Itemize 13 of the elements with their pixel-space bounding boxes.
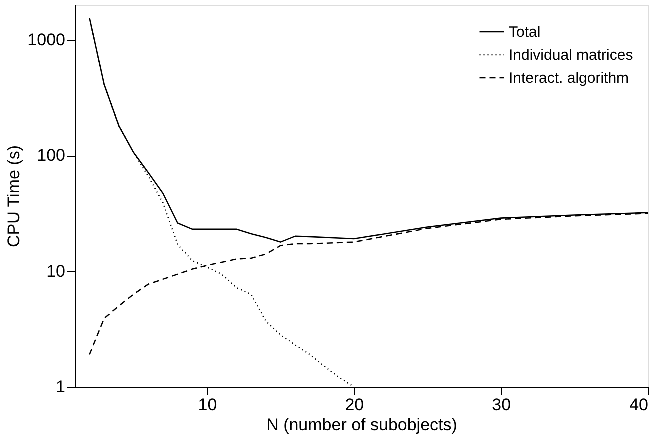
x-tick-label: 30 xyxy=(492,396,512,414)
x-axis-title: N (number of subobjects) xyxy=(266,416,458,434)
y-tick-label: 100 xyxy=(37,146,66,166)
x-tick-label: 20 xyxy=(345,396,364,414)
legend-label: Individual matrices xyxy=(509,47,634,64)
y-tick-label: 1000 xyxy=(28,30,66,50)
y-axis-title: CPU Time (s) xyxy=(4,146,24,248)
x-tick-label: 40 xyxy=(630,396,648,414)
y-tick-label: 10 xyxy=(46,262,66,281)
legend-label: Interact. algorithm xyxy=(509,70,630,87)
legend-label: Total xyxy=(509,24,541,41)
y-tick-label: 1 xyxy=(56,378,66,396)
x-tick-label: 10 xyxy=(198,396,218,414)
